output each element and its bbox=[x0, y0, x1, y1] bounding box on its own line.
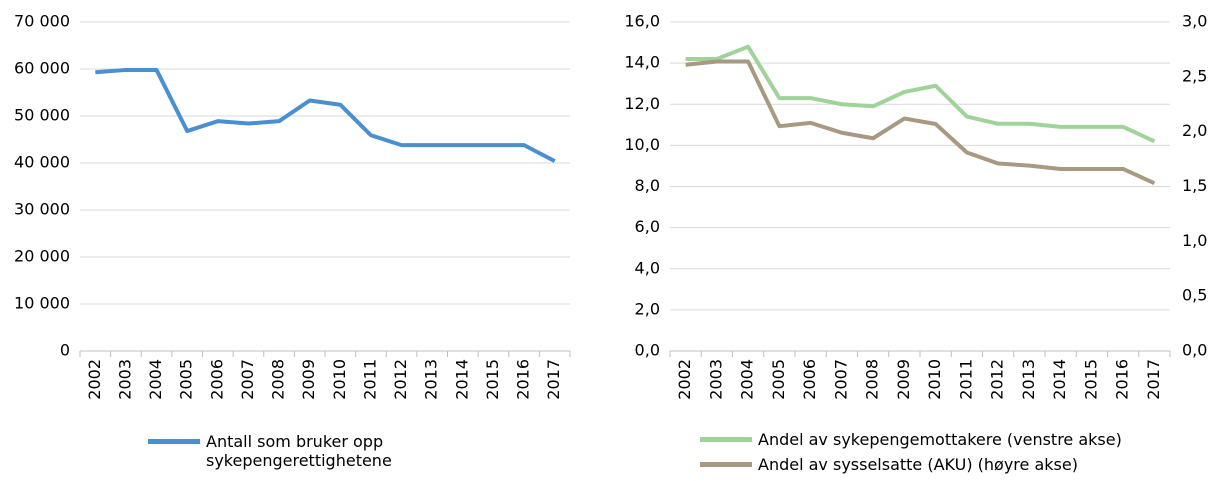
x-tick-label: 2010 bbox=[925, 359, 944, 400]
x-tick-label: 2003 bbox=[706, 359, 725, 400]
y-tick-label: 0 bbox=[60, 341, 70, 360]
x-tick-label: 2013 bbox=[422, 359, 441, 400]
x-tick-label: 2007 bbox=[831, 359, 850, 400]
x-tick-label: 2005 bbox=[769, 359, 788, 400]
x-tick-label: 2011 bbox=[956, 359, 975, 400]
series-line bbox=[95, 67, 556, 163]
y-tick-label: 4,0 bbox=[635, 258, 660, 277]
y-tick-label: 2,0 bbox=[635, 299, 660, 318]
x-tick-label: 2008 bbox=[269, 359, 288, 400]
x-tick-label: 2015 bbox=[1081, 359, 1100, 400]
x-tick-label: 2015 bbox=[483, 359, 502, 400]
y2-tick-label: 3,0 bbox=[1182, 12, 1207, 31]
y2-tick-label: 1,0 bbox=[1182, 231, 1207, 250]
x-tick-label: 2011 bbox=[360, 359, 379, 400]
y2-tick-label: 1,5 bbox=[1182, 176, 1207, 195]
x-tick-label: 2008 bbox=[863, 359, 882, 400]
x-tick-label: 2009 bbox=[894, 359, 913, 400]
x-tick-label: 2017 bbox=[544, 359, 563, 400]
x-tick-label: 2012 bbox=[988, 359, 1007, 400]
x-tick-label: 2014 bbox=[1050, 359, 1069, 400]
x-tick-label: 2004 bbox=[738, 359, 757, 400]
y-tick-label: 40 000 bbox=[14, 153, 70, 172]
y-tick-label: 6,0 bbox=[635, 217, 660, 236]
legend-entry: Antall som bruker opp sykepengerettighet… bbox=[148, 432, 418, 470]
x-tick-label: 2004 bbox=[146, 359, 165, 400]
x-tick-label: 2002 bbox=[675, 359, 694, 400]
y2-tick-label: 0,5 bbox=[1182, 286, 1207, 305]
legend-swatch bbox=[148, 439, 200, 444]
x-tick-label: 2003 bbox=[115, 359, 134, 400]
x-tick-label: 2016 bbox=[1113, 359, 1132, 400]
y-tick-label: 20 000 bbox=[14, 247, 70, 266]
y-tick-label: 10,0 bbox=[624, 135, 660, 154]
x-tick-label: 2009 bbox=[299, 359, 318, 400]
x-tick-label: 2006 bbox=[800, 359, 819, 400]
x-tick-label: 2006 bbox=[207, 359, 226, 400]
y-tick-label: 8,0 bbox=[635, 176, 660, 195]
legend-label: Andel av sykepengemottakere (venstre aks… bbox=[758, 430, 1122, 449]
legend-label: Andel av sysselsatte (AKU) (høyre akse) bbox=[758, 455, 1078, 474]
y-tick-label: 30 000 bbox=[14, 200, 70, 219]
legend-entry: Andel av sysselsatte (AKU) (høyre akse) bbox=[700, 455, 1180, 474]
legend-swatch bbox=[700, 437, 752, 442]
y-tick-label: 12,0 bbox=[624, 94, 660, 113]
y-tick-label: 50 000 bbox=[14, 106, 70, 125]
x-tick-label: 2007 bbox=[238, 359, 257, 400]
series-line bbox=[685, 44, 1156, 144]
series-line bbox=[685, 59, 1156, 186]
x-tick-label: 2017 bbox=[1144, 359, 1163, 400]
y-tick-label: 10 000 bbox=[14, 294, 70, 313]
y-tick-label: 14,0 bbox=[624, 53, 660, 72]
legend-entry: Andel av sykepengemottakere (venstre aks… bbox=[700, 430, 1180, 449]
x-tick-label: 2005 bbox=[177, 359, 196, 400]
x-tick-label: 2016 bbox=[514, 359, 533, 400]
x-tick-label: 2010 bbox=[330, 359, 349, 400]
x-tick-label: 2002 bbox=[85, 359, 104, 400]
x-tick-label: 2014 bbox=[452, 359, 471, 400]
x-tick-label: 2012 bbox=[391, 359, 410, 400]
y-tick-label: 16,0 bbox=[624, 12, 660, 31]
y-tick-label: 60 000 bbox=[14, 59, 70, 78]
x-tick-label: 2013 bbox=[1019, 359, 1038, 400]
y-tick-label: 0,0 bbox=[635, 341, 660, 360]
y-tick-label: 70 000 bbox=[14, 12, 70, 31]
y2-tick-label: 2,0 bbox=[1182, 121, 1207, 140]
legend-swatch bbox=[700, 462, 752, 467]
y2-tick-label: 0,0 bbox=[1182, 341, 1207, 360]
legend-label: Antall som bruker opp sykepengerettighet… bbox=[206, 432, 392, 470]
y2-tick-label: 2,5 bbox=[1182, 66, 1207, 85]
